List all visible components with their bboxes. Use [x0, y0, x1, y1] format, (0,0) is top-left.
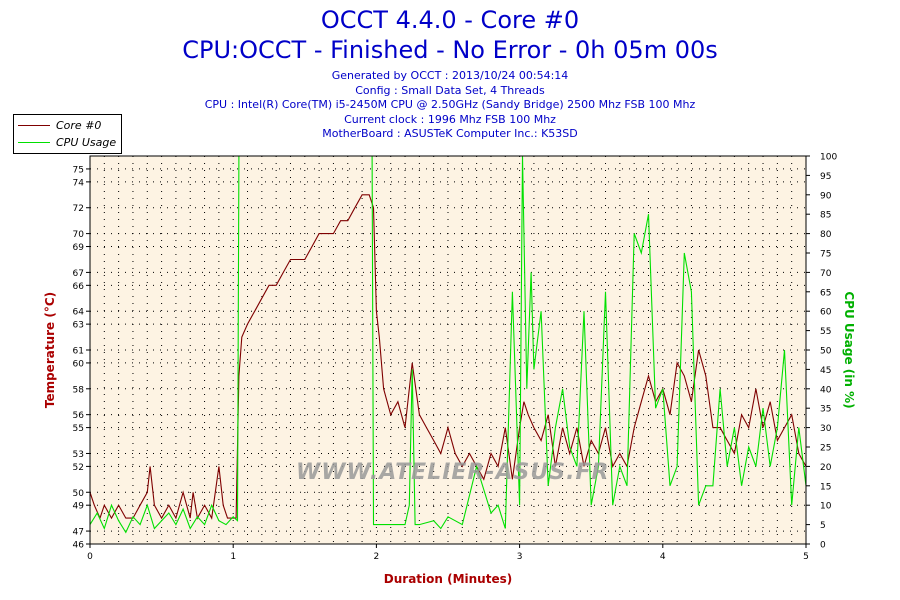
y-left-tick-label: 63: [73, 321, 84, 331]
y-right-tick-label: 85: [820, 211, 831, 221]
series-line-core0: [89, 194, 807, 520]
x-tick-label: 4: [660, 552, 666, 562]
y-left-tick-label: 50: [73, 489, 85, 499]
chart-subtitle: CPU:OCCT - Finished - No Error - 0h 05m …: [182, 36, 718, 64]
y-left-tick-label: 56: [73, 411, 85, 421]
y-right-tick-label: 55: [820, 327, 831, 337]
y-left-tick-label: 55: [73, 424, 84, 434]
y-left-tick-label: 47: [73, 528, 84, 538]
y-left-tick-label: 61: [73, 347, 84, 357]
y-right-tick-label: 35: [820, 405, 831, 415]
config-line: Config : Small Data Set, 4 Threads: [355, 83, 545, 97]
y-right-tick-label: 20: [820, 463, 832, 473]
y-left-tick-label: 69: [73, 243, 85, 253]
y-right-tick-label: 80: [820, 230, 832, 240]
y-right-tick-label: 10: [820, 502, 832, 512]
plot-border: [89, 155, 807, 545]
y-right-tick-label: 95: [820, 172, 831, 182]
legend-label-core: Core #0: [56, 118, 102, 132]
cpu-line: CPU : Intel(R) Core(TM) i5-2450M CPU @ 2…: [204, 98, 696, 111]
y-left-tick-label: 58: [73, 385, 85, 395]
y-right-tick-label: 50: [820, 347, 832, 357]
y-left-tick-label: 64: [73, 308, 85, 318]
y-right-tick-label: 60: [820, 308, 832, 318]
chart-legend: Core #0 CPU Usage: [13, 114, 122, 154]
y-left-tick-label: 66: [73, 282, 85, 292]
y-right-tick-label: 45: [820, 366, 831, 376]
x-tick-label: 2: [374, 552, 380, 562]
y-left-tick-label: 72: [73, 204, 84, 214]
y-left-tick-label: 70: [73, 230, 85, 240]
y-left-tick-label: 52: [73, 463, 84, 473]
y-right-tick-label: 5: [820, 521, 826, 531]
y-right-tick-label: 15: [820, 482, 831, 492]
legend-item-cpu: CPU Usage: [18, 134, 116, 150]
y-right-axis-title: CPU Usage (in %): [842, 291, 856, 408]
y-right-tick-label: 30: [820, 424, 832, 434]
legend-item-core: Core #0: [18, 117, 101, 133]
legend-swatch-core: [18, 124, 50, 126]
y-left-tick-label: 46: [73, 541, 85, 551]
y-right-tick-label: 65: [820, 288, 831, 298]
generated-line: Generated by OCCT : 2013/10/24 00:54:14: [331, 69, 569, 82]
watermark: WWW.ATELIER-ASUS.FR: [296, 460, 610, 485]
y-right-tick-label: 100: [820, 153, 837, 163]
info-lines: Generated by OCCT : 2013/10/24 00:54:14 …: [0, 69, 900, 142]
series-line-cpu-usage: [89, 155, 807, 534]
x-tick-label: 0: [87, 552, 93, 562]
y-left-tick-label: 53: [73, 450, 84, 460]
y-left-tick-label: 75: [73, 165, 84, 175]
y-left-tick-label: 67: [73, 269, 84, 279]
y-right-tick-label: 70: [820, 269, 832, 279]
y-right-tick-label: 90: [820, 191, 832, 201]
y-left-axis-title: Temperature (°C): [43, 292, 57, 408]
y-right-tick-label: 25: [820, 444, 831, 454]
x-axis-title: Duration (Minutes): [384, 572, 512, 586]
x-tick-label: 5: [803, 552, 809, 562]
y-left-tick-label: 49: [73, 502, 85, 512]
legend-label-cpu: CPU Usage: [56, 135, 117, 149]
x-tick-label: 1: [230, 552, 236, 562]
y-right-tick-label: 40: [820, 385, 832, 395]
x-tick-label: 3: [517, 552, 523, 562]
y-left-tick-label: 60: [73, 359, 85, 369]
chart-title: OCCT 4.4.0 - Core #0: [320, 6, 580, 34]
y-left-tick-label: 74: [73, 178, 85, 188]
y-right-tick-label: 75: [820, 250, 831, 260]
legend-swatch-cpu: [18, 141, 50, 143]
clock-line: Current clock : 1996 Mhz FSB 100 Mhz: [344, 112, 556, 126]
motherboard-line: MotherBoard : ASUSTeK Computer Inc.: K53…: [322, 127, 578, 140]
y-right-tick-label: 0: [820, 541, 826, 551]
